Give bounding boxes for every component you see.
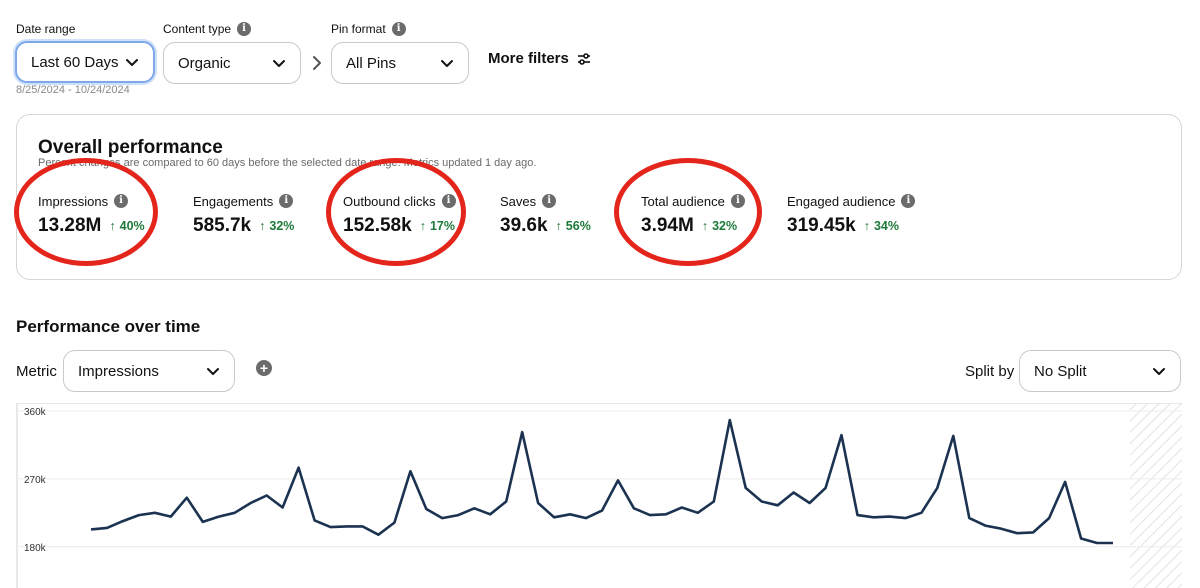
metric-label: Engaged audience xyxy=(787,193,896,209)
info-icon[interactable]: i xyxy=(441,194,456,208)
info-icon[interactable]: i xyxy=(901,194,916,208)
overall-performance-title: Overall performance xyxy=(38,137,223,158)
chart-frame xyxy=(16,403,1182,588)
metric-label: Saves xyxy=(500,193,537,209)
chevron-down-icon xyxy=(126,59,138,66)
more-filters-label: More filters xyxy=(488,50,569,67)
metric-label: Engagements xyxy=(193,193,274,209)
metric-select-value: Impressions xyxy=(78,362,159,380)
metric-label: Total audience xyxy=(641,193,725,209)
hatched-region xyxy=(1130,403,1182,588)
overall-performance-subtitle: Percent changes are compared to 60 days … xyxy=(38,157,537,169)
date-range-value: Last 60 Days xyxy=(31,53,119,71)
content-type-select[interactable]: Organic xyxy=(163,42,301,84)
pin-format-value: All Pins xyxy=(346,54,397,72)
chevron-right-icon xyxy=(313,56,321,70)
y-tick-label: 360k xyxy=(24,407,47,418)
metric-change: ↑ 32% xyxy=(701,219,738,233)
info-icon[interactable]: i xyxy=(237,22,252,36)
metric-select[interactable]: Impressions xyxy=(63,350,235,392)
chevron-down-icon xyxy=(207,368,219,375)
metric-value: 585.7k xyxy=(193,215,252,236)
date-range-dates: 8/25/2024 - 10/24/2024 xyxy=(16,84,130,96)
info-icon[interactable]: i xyxy=(279,194,294,208)
content-type-value: Organic xyxy=(178,54,231,72)
metric-saves[interactable]: Saves i 39.6k ↑ 56% xyxy=(500,193,591,237)
metric-value: 152.58k xyxy=(343,215,412,236)
metric-change: ↑ 34% xyxy=(863,219,899,233)
arrow-up-icon: ↑ xyxy=(109,219,116,233)
chevron-down-icon xyxy=(273,60,285,67)
date-range-label: Date range xyxy=(16,22,76,36)
impressions-series-line xyxy=(90,418,1113,545)
sliders-icon xyxy=(577,52,590,65)
info-icon[interactable]: i xyxy=(114,194,129,208)
metric-change: ↑ 40% xyxy=(109,219,145,233)
info-icon[interactable]: i xyxy=(542,194,557,208)
metric-value: 13.28M xyxy=(38,215,102,236)
arrow-up-icon: ↑ xyxy=(555,219,562,233)
metric-value: 319.45k xyxy=(787,215,856,236)
metric-total-audience[interactable]: Total audience i 3.94M ↑ 32% xyxy=(641,193,745,237)
date-range-filter: Date range xyxy=(16,22,75,36)
arrow-up-icon: ↑ xyxy=(701,219,709,233)
split-by-select[interactable]: No Split xyxy=(1019,350,1181,392)
arrow-up-icon: ↑ xyxy=(419,219,426,233)
y-tick-label: 180k xyxy=(24,543,47,554)
pin-format-label: Pin format xyxy=(331,22,386,36)
overall-performance-card: Overall performance Percent changes are … xyxy=(16,114,1182,280)
metric-impressions[interactable]: Impressions i 13.28M ↑ 40% xyxy=(38,193,145,237)
metric-change: ↑ 32% xyxy=(259,219,295,233)
line-chart: 360k 270k 180k xyxy=(16,403,1182,588)
content-type-label: Content type xyxy=(163,22,232,36)
add-metric-icon[interactable]: + xyxy=(256,360,272,376)
more-filters-button[interactable]: More filters xyxy=(488,50,591,67)
metric-change: ↑ 56% xyxy=(555,219,591,233)
content-type-filter: Content type i xyxy=(163,22,252,36)
split-by-label: Split by xyxy=(965,363,1015,380)
metric-value: 39.6k xyxy=(500,215,548,236)
split-by-value: No Split xyxy=(1034,362,1087,380)
performance-over-time-title: Performance over time xyxy=(16,317,201,336)
date-range-select[interactable]: Last 60 Days xyxy=(15,41,155,83)
pin-format-filter: Pin format i xyxy=(331,22,406,36)
performance-chart: 360k 270k 180k xyxy=(16,403,1182,588)
arrow-up-icon: ↑ xyxy=(259,219,266,233)
arrow-up-icon: ↑ xyxy=(863,219,870,233)
metric-engaged-audience[interactable]: Engaged audience i 319.45k ↑ 34% xyxy=(787,193,916,237)
chevron-down-icon xyxy=(441,60,453,67)
pin-format-select[interactable]: All Pins xyxy=(331,42,469,84)
metric-outbound-clicks[interactable]: Outbound clicks i 152.58k ↑ 17% xyxy=(343,193,456,237)
chevron-down-icon xyxy=(1153,368,1165,375)
metric-value: 3.94M xyxy=(641,215,694,236)
metric-label: Outbound clicks xyxy=(343,193,436,209)
info-icon[interactable]: i xyxy=(391,22,406,36)
y-tick-label: 270k xyxy=(24,475,47,486)
metric-label: Impressions xyxy=(38,193,109,209)
info-icon[interactable]: i xyxy=(730,194,745,208)
metric-select-label: Metric xyxy=(16,363,57,380)
metric-engagements[interactable]: Engagements i 585.7k ↑ 32% xyxy=(193,193,294,237)
metric-change: ↑ 17% xyxy=(419,219,455,233)
